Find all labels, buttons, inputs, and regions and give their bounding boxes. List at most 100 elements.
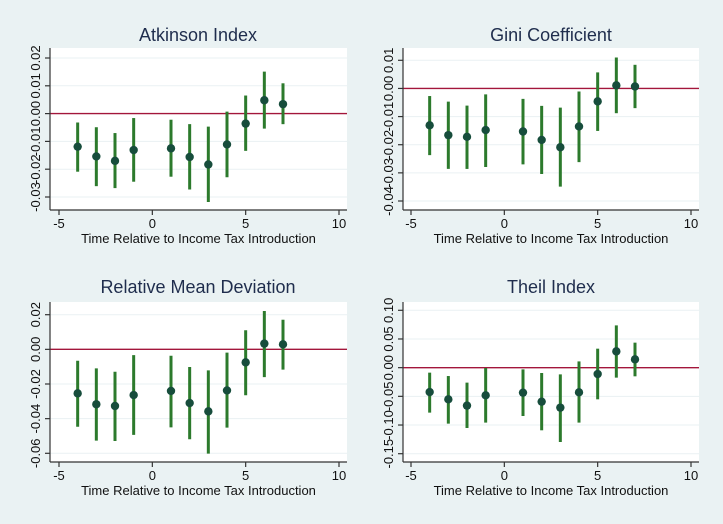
panel-atkinson-index: -0.03-0.02-0.010.00 0.01 0.02 -5 0 5 10 Time Re… <box>28 25 347 246</box>
point-estimate <box>425 121 434 130</box>
panel-gini-coefficient: -0.04-0.03-0.02-0.010.00 0.01 -5 0 5 10 Time R… <box>381 25 699 246</box>
y-tick-label: -0.10 <box>381 410 396 440</box>
point-estimate <box>556 143 565 152</box>
point-estimate <box>462 132 472 142</box>
point-estimate <box>73 142 82 151</box>
plot-area <box>50 302 347 462</box>
x-tick-label: -5 <box>53 468 65 483</box>
x-tick-label: 5 <box>242 216 249 231</box>
point-estimate <box>518 388 528 397</box>
point-estimate <box>129 145 138 155</box>
point-estimate <box>185 398 194 408</box>
panel-title: Gini Coefficient <box>490 25 612 45</box>
y-tick-label: 0.02 <box>28 45 43 70</box>
y-tick-label: 0.02 <box>28 302 43 327</box>
y-tick-label: 0.00 <box>28 337 43 362</box>
x-tick-label: 5 <box>594 468 601 483</box>
point-estimate <box>481 125 490 135</box>
point-estimate <box>444 130 453 140</box>
point-estimate <box>462 401 472 410</box>
y-tick-label: 0.00 <box>28 101 43 126</box>
point-estimate <box>73 389 82 398</box>
x-tick-label: 0 <box>149 216 156 231</box>
point-estimate <box>204 160 213 169</box>
y-tick-label: 0.10 <box>381 298 396 323</box>
point-estimate <box>593 369 602 379</box>
point-estimate <box>537 397 546 406</box>
x-tick-label: 10 <box>684 216 698 231</box>
point-estimate <box>260 339 269 348</box>
y-tick-label: -0.02 <box>381 130 396 160</box>
x-tick-label: 0 <box>501 216 508 231</box>
point-estimate <box>241 358 250 367</box>
point-estimate <box>166 386 176 396</box>
y-tick-label: -0.06 <box>28 438 43 468</box>
point-estimate <box>612 81 621 90</box>
point-estimate <box>518 127 528 136</box>
point-estimate <box>278 99 288 109</box>
point-estimate <box>593 97 602 106</box>
panel-title: Atkinson Index <box>139 25 257 45</box>
point-estimate <box>222 386 232 395</box>
point-estimate <box>110 401 120 411</box>
point-estimate <box>574 388 584 397</box>
y-tick-label: -0.01 <box>381 102 396 132</box>
x-axis-title: Time Relative to Income Tax Introduction <box>81 231 316 246</box>
y-tick-label: 0.05 <box>381 326 396 351</box>
point-estimate <box>222 140 232 149</box>
y-tick-label: 0.00 <box>381 76 396 101</box>
point-estimate <box>278 340 288 349</box>
y-tick-label: -0.01 <box>28 127 43 157</box>
point-estimate <box>241 119 250 128</box>
point-estimate <box>92 400 101 409</box>
y-tick-label: -0.04 <box>381 186 396 216</box>
point-estimate <box>204 407 213 416</box>
plot-area <box>50 48 347 210</box>
x-tick-label: -5 <box>405 468 417 483</box>
y-tick-label: 0.01 <box>381 48 396 73</box>
point-estimate <box>481 391 490 400</box>
y-tick-label: 0.00 <box>381 355 396 380</box>
y-tick-label: -0.04 <box>28 404 43 434</box>
point-estimate <box>574 122 584 131</box>
x-tick-label: -5 <box>53 216 65 231</box>
x-tick-label: -5 <box>405 216 417 231</box>
y-tick-label: -0.02 <box>28 369 43 399</box>
point-estimate <box>110 156 120 166</box>
x-tick-label: 5 <box>242 468 249 483</box>
plot-area <box>403 48 699 210</box>
x-tick-label: 10 <box>332 216 346 231</box>
panel-theil-index: -0.15-0.10-0.05 0.00 0.05 0.10 -5 0 5 10 Time Re… <box>381 277 699 498</box>
point-estimate <box>556 403 565 412</box>
y-tick-label: 0.01 <box>28 73 43 98</box>
panel-title: Theil Index <box>507 277 595 297</box>
y-tick-label: -0.02 <box>28 154 43 184</box>
point-estimate <box>185 152 194 162</box>
x-axis-title: Time Relative to Income Tax Introduction <box>81 483 316 498</box>
point-estimate <box>630 82 640 91</box>
point-estimate <box>537 135 546 145</box>
point-estimate <box>129 390 138 400</box>
panel-title: Relative Mean Deviation <box>100 277 295 297</box>
x-axis-title: Time Relative to Income Tax Introduction <box>434 231 669 246</box>
point-estimate <box>92 152 101 161</box>
x-tick-label: 0 <box>149 468 156 483</box>
y-tick-label: -0.15 <box>381 439 396 469</box>
x-tick-label: 5 <box>594 216 601 231</box>
y-tick-label: -0.05 <box>381 382 396 412</box>
point-estimate <box>166 144 176 153</box>
point-estimate <box>260 96 269 105</box>
x-tick-label: 10 <box>684 468 698 483</box>
point-estimate <box>425 387 434 397</box>
point-estimate <box>444 395 453 404</box>
point-estimate <box>630 355 640 364</box>
x-tick-label: 10 <box>332 468 346 483</box>
y-tick-label: -0.03 <box>381 158 396 188</box>
y-tick-label: -0.03 <box>28 182 43 212</box>
point-estimate <box>612 347 621 356</box>
panel-relative-mean-deviation: -0.06 -0.04 -0.02 0.00 0.02 -5 0 5 10 Time Relati… <box>28 277 347 498</box>
x-tick-label: 0 <box>501 468 508 483</box>
plot-area <box>403 302 699 462</box>
x-axis-title: Time Relative to Income Tax Introduction <box>434 483 669 498</box>
